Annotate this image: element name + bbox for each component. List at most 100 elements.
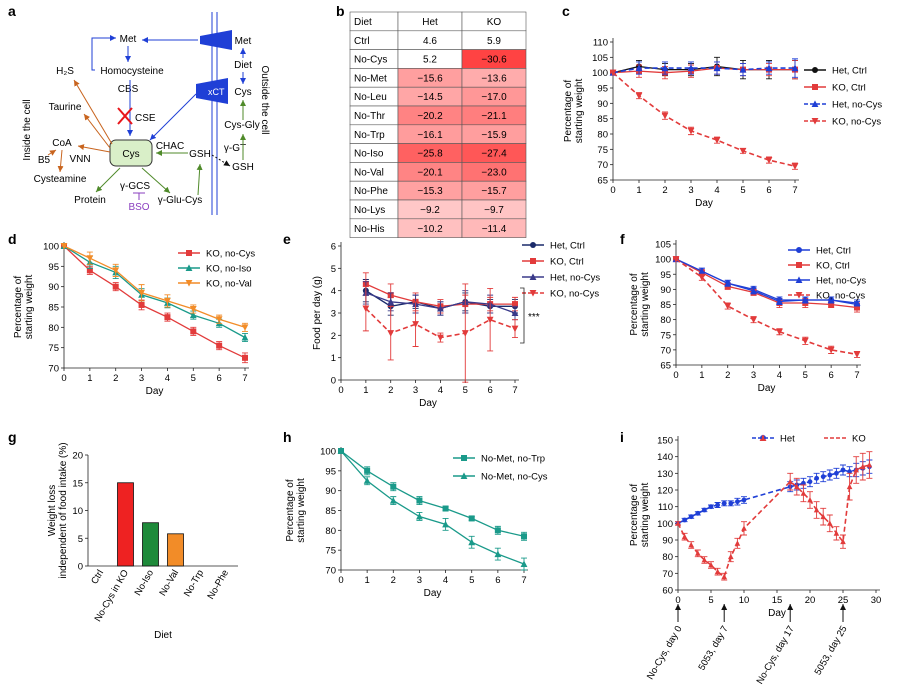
data-point (811, 100, 819, 107)
gglucys-node: γ-Glu-Cys (158, 195, 202, 206)
y-tick-label: 80 (48, 323, 59, 334)
table-header-diet: Diet (354, 17, 372, 28)
data-point (86, 255, 94, 262)
data-point (529, 290, 537, 297)
data-point (164, 314, 171, 321)
x-tick-label: 0 (338, 575, 343, 586)
legend-entry: Het (780, 434, 795, 445)
y-tick-label: 120 (657, 486, 673, 497)
timepoint-label: No-Cys, day 17 (755, 624, 797, 685)
table-het-value: −16.1 (417, 130, 443, 141)
x-tick-label: 7 (854, 370, 859, 381)
table-ko-value: −17.0 (481, 92, 507, 103)
table-ko-value: −15.9 (481, 130, 507, 141)
data-point (437, 334, 444, 342)
panel-label-f: f (620, 231, 625, 247)
x-tick-label: 1 (636, 185, 641, 196)
xct-label: xCT (208, 87, 225, 97)
data-point (801, 296, 809, 303)
legend-entry: KO, no-Cys (550, 289, 599, 300)
data-point (672, 256, 680, 263)
y-axis-label-line: Weight loss (47, 485, 58, 537)
x-tick-label: 0 (673, 370, 678, 381)
y-tick-label: 20 (72, 451, 83, 462)
y-tick-label: 100 (592, 68, 608, 79)
legend-entry: Het, Ctrl (816, 246, 851, 257)
x-tick-label: 4 (443, 575, 448, 586)
data-point (609, 69, 617, 77)
data-point (363, 477, 371, 484)
data-point (635, 92, 643, 100)
x-tick-label: No-Trp (182, 568, 206, 599)
data-point (442, 505, 449, 512)
data-point (437, 304, 444, 312)
x-tick-label: 6 (495, 575, 500, 586)
cse-knockout-cross (117, 107, 133, 125)
data-point (860, 463, 866, 470)
y-tick-label: 10 (72, 506, 83, 517)
legend-entry: KO, no-Cys (832, 117, 881, 128)
x-tick-label: No-Val (157, 568, 181, 598)
table-ko-value: −30.6 (481, 55, 507, 66)
arrow-loop-met (91, 35, 116, 71)
x-tick-label: 4 (777, 370, 782, 381)
y-tick-label: 100 (320, 447, 336, 458)
y-axis-label: Percentage ofstarting weight (629, 272, 651, 337)
y-tick-label: 3 (331, 309, 336, 320)
data-point (695, 510, 701, 516)
panel-e-chart: 0 1 2 3 4 5 6 7 0 1 2 3 4 5 6 Day Food per day (g) Het, C… (312, 241, 600, 410)
x-tick-label: 5 (469, 575, 474, 586)
table-diet-label: No-Phe (354, 186, 388, 197)
y-tick-label: 15 (72, 478, 83, 489)
table-diet-label: No-Val (354, 167, 384, 178)
data-point (791, 64, 799, 72)
y-tick-label: 140 (657, 452, 673, 463)
data-point (138, 301, 145, 308)
y-axis-label: Percentage ofstarting weight (13, 275, 35, 340)
data-point (776, 328, 783, 336)
data-point (833, 530, 840, 536)
x-tick-label: 2 (725, 370, 730, 381)
data-point (800, 490, 807, 496)
x-tick-label: 7 (792, 185, 797, 196)
x-tick-label: 5 (191, 373, 196, 384)
legend-entry: KO, no-Cys (206, 249, 255, 260)
data-point (853, 351, 861, 359)
legend-entry: KO, Ctrl (816, 261, 850, 272)
arrow-cys-gglucys (141, 167, 171, 194)
x-tick-label: 7 (521, 575, 526, 586)
data-point (750, 316, 757, 324)
x-tick-label: 1 (364, 575, 369, 586)
data-point (460, 472, 468, 479)
data-point (776, 297, 783, 305)
arrow-b5-coa (47, 149, 57, 156)
y-tick-label: 85 (597, 114, 608, 125)
table-het-value: −10.2 (417, 224, 443, 235)
data-point (687, 127, 695, 135)
diet-node: Diet (234, 60, 252, 71)
data-point (164, 297, 171, 305)
met-transporter-shape (200, 30, 232, 50)
gsh-inside-node: GSH (189, 149, 211, 160)
table-ko-value: 5.9 (487, 36, 501, 47)
y-tick-label: 0 (331, 376, 336, 387)
x-tick-label: 4 (165, 373, 170, 384)
bso-inhibition (133, 192, 145, 200)
data-point (494, 527, 501, 534)
x-tick-label: 3 (688, 185, 693, 196)
data-point (734, 540, 741, 546)
chac-label: CHAC (156, 141, 184, 152)
panel-d-chart: 0 1 2 3 4 5 6 7 70 75 80 85 90 95 100 Day Percentage ofs… (13, 242, 255, 398)
x-tick-label: 6 (216, 373, 221, 384)
series-line (63, 245, 246, 339)
met-outside-node: Met (235, 36, 252, 47)
cysgly-node: Cys-Gly (224, 120, 260, 131)
data-point (813, 507, 820, 513)
y-tick-label: 85 (325, 506, 336, 517)
data-point (530, 242, 536, 248)
legend-entry: KO (852, 434, 866, 445)
data-point (416, 497, 423, 504)
x-tick-label: 3 (139, 373, 144, 384)
x-tick-label: 4 (438, 385, 443, 396)
table-diet-label: No-Cys (354, 55, 387, 66)
